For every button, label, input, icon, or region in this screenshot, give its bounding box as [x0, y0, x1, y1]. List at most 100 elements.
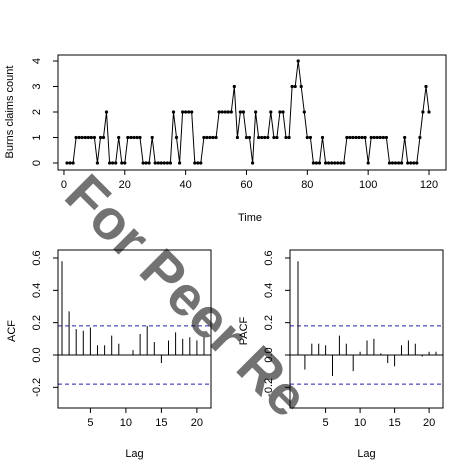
- ts-point: [211, 135, 215, 140]
- ts-y-tick-label: 2: [31, 109, 43, 115]
- ts-point: [360, 135, 364, 140]
- ts-point: [418, 135, 422, 140]
- ts-series-line: [67, 60, 430, 164]
- ts-point: [260, 135, 264, 140]
- ts-x-tick-label: 60: [240, 179, 252, 191]
- ts-point: [393, 161, 398, 165]
- ts-point: [406, 161, 410, 165]
- ts-point: [174, 135, 179, 140]
- ts-point: [129, 135, 133, 140]
- ts-point: [101, 135, 106, 140]
- ts-point: [168, 161, 172, 165]
- ts-point: [214, 135, 218, 140]
- ts-point: [65, 161, 69, 165]
- ts-point: [86, 135, 90, 140]
- ts-point: [135, 135, 139, 140]
- pacf-y-tick-label: 0.4: [263, 283, 275, 298]
- ts-point: [327, 161, 331, 165]
- ts-point: [247, 135, 252, 140]
- ts-point: [108, 161, 112, 165]
- ts-point: [296, 59, 300, 63]
- ts-point: [181, 110, 185, 114]
- ts-y-tick-label: 0: [31, 160, 43, 166]
- ts-point: [269, 110, 273, 114]
- ts-point: [314, 161, 318, 165]
- ts-point: [403, 135, 407, 140]
- ts-point: [424, 84, 428, 89]
- ts-point: [272, 135, 276, 140]
- ts-point: [324, 161, 328, 165]
- acf-x-tick-label: 10: [120, 417, 132, 429]
- ts-point: [132, 135, 136, 140]
- ts-point: [162, 161, 166, 165]
- pacf-y-tick-label: 0.6: [263, 250, 275, 265]
- ts-point: [263, 135, 267, 140]
- watermark: For Peer Re: [54, 162, 321, 429]
- ts-point: [141, 161, 145, 165]
- ts-point: [217, 110, 221, 114]
- ts-x-tick-label: 40: [180, 179, 192, 191]
- ts-point: [311, 161, 315, 165]
- ts-point: [68, 161, 72, 165]
- ts-point: [98, 135, 103, 140]
- ts-point: [223, 110, 227, 114]
- acf-x-axis-label: Lag: [125, 448, 143, 460]
- ts-point: [74, 135, 78, 140]
- ts-point: [354, 135, 358, 140]
- ts-point: [290, 84, 294, 89]
- ts-point: [71, 161, 75, 165]
- ts-point: [357, 135, 361, 140]
- ts-point: [144, 161, 148, 165]
- ts-point: [421, 110, 425, 114]
- ts-point: [308, 135, 312, 140]
- ts-point: [266, 135, 270, 140]
- acf-y-tick-label: 0.0: [31, 347, 43, 362]
- ts-point: [251, 161, 255, 165]
- ts-point: [336, 161, 340, 165]
- ts-x-tick-label: 100: [359, 179, 377, 191]
- ts-x-tick-label: 120: [420, 179, 438, 191]
- ts-x-tick-label: 0: [61, 179, 67, 191]
- ts-point: [293, 84, 297, 89]
- acf-x-tick-label: 5: [87, 417, 93, 429]
- acf-y-tick-label: 0.2: [31, 315, 43, 330]
- acf-y-tick-label: 0.6: [31, 250, 43, 265]
- ts-point: [199, 161, 203, 165]
- ts-point: [275, 135, 279, 140]
- ts-point: [150, 135, 154, 140]
- ts-point: [187, 110, 191, 114]
- ts-point: [241, 110, 245, 114]
- ts-x-axis-label: Time: [238, 212, 262, 224]
- ts-point: [284, 135, 288, 140]
- ts-point: [330, 161, 334, 165]
- pacf-panel: 5 10 15 20 -0.2 0.0 0.2 0.4 0.6 Lag PACF: [238, 249, 444, 460]
- ts-point: [375, 135, 379, 140]
- ts-point: [153, 161, 157, 165]
- ts-point: [138, 135, 142, 140]
- ts-point: [80, 135, 84, 140]
- ts-point: [372, 135, 376, 140]
- ts-point: [390, 161, 395, 165]
- ts-point: [257, 135, 261, 140]
- ts-y-axis-label: Burns claims count: [4, 66, 16, 159]
- ts-point: [171, 110, 176, 114]
- pacf-y-tick-label: 0.2: [263, 315, 275, 330]
- acf-y-tick-label: -0.2: [31, 378, 43, 397]
- ts-point: [95, 161, 99, 165]
- ts-point: [178, 161, 182, 165]
- pacf-y-tick-label: -0.2: [263, 378, 275, 397]
- ts-point: [317, 161, 322, 165]
- ts-point: [278, 110, 282, 114]
- pacf-x-tick-label: 5: [323, 417, 329, 429]
- ts-point: [226, 110, 230, 114]
- ts-point: [363, 135, 367, 140]
- ts-point: [333, 161, 337, 165]
- ts-point: [381, 135, 385, 140]
- ts-point: [205, 135, 209, 140]
- ts-point: [409, 161, 413, 165]
- ts-point: [342, 161, 346, 165]
- ts-point: [281, 110, 285, 114]
- acf-panel: 5 10 15 20 -0.2 0.0 0.2 0.4 0.6 Lag ACF: [6, 249, 212, 460]
- ts-point: [378, 135, 382, 140]
- ts-point: [415, 161, 419, 165]
